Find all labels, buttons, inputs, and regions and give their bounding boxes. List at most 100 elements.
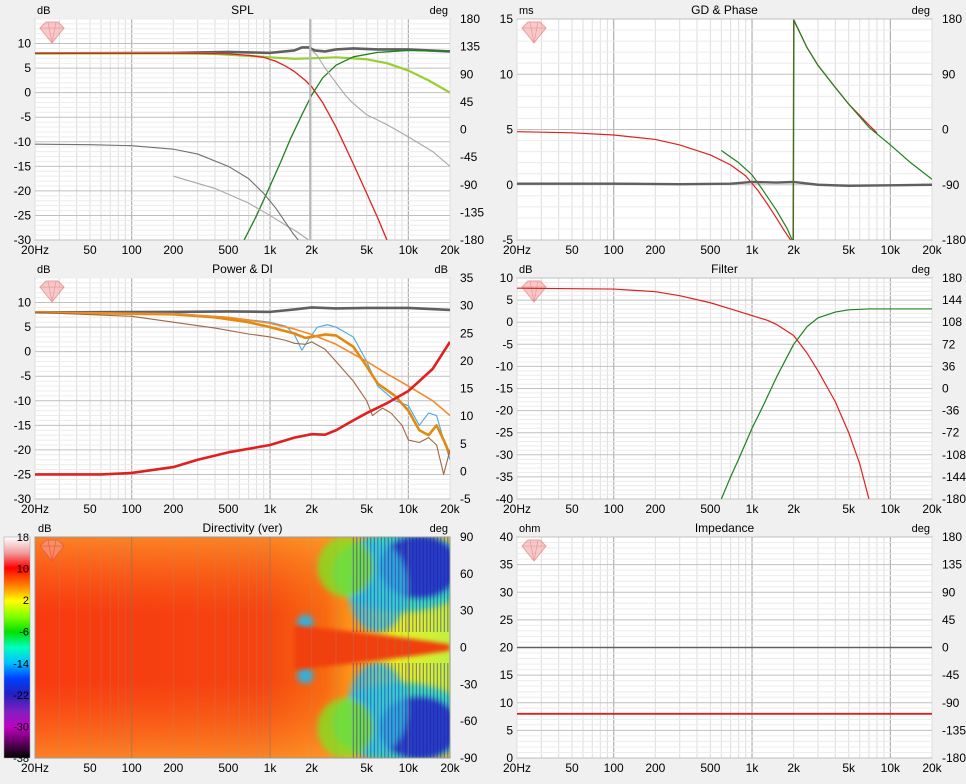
x-tick-label: 200 — [645, 502, 665, 516]
colorbar-tick: -14 — [13, 658, 29, 670]
y2-tick-label: -5 — [460, 492, 471, 506]
x-tick-label: 2k — [305, 243, 319, 257]
y-tick-label: 0 — [506, 751, 513, 765]
y2-tick-label: 72 — [942, 337, 956, 351]
y2-tick-label: -108 — [942, 448, 966, 462]
y-tick-label: -10 — [14, 394, 32, 408]
y2-axis-unit: deg — [912, 5, 930, 17]
y-tick-label: 0 — [24, 86, 31, 100]
x-tick-label: 100 — [122, 502, 142, 516]
y-tick-label: -25 — [496, 426, 514, 440]
y-tick-label: 15 — [500, 668, 514, 682]
y2-tick-label: -90 — [942, 696, 960, 710]
x-tick-label: 1k — [264, 243, 278, 257]
y-tick-label: 5 — [24, 320, 31, 334]
x-tick-label: 10k — [399, 761, 419, 775]
series-line-5 — [173, 175, 309, 240]
y-tick-label: -5 — [20, 369, 31, 383]
series-group — [517, 19, 932, 240]
y-tick-label: -30 — [14, 233, 32, 247]
x-tick-label: 50 — [565, 243, 579, 257]
y2-tick-label: 180 — [460, 12, 480, 26]
x-tick-label: 20Hz — [21, 243, 49, 257]
x-tick-label: 10k — [399, 243, 419, 257]
y-tick-label: -40 — [496, 492, 514, 506]
y-tick-label: 0 — [506, 315, 513, 329]
y-tick-label: 5 — [506, 723, 513, 737]
chart-title: Impedance — [695, 521, 755, 535]
y2-tick-label: -90 — [942, 178, 960, 192]
x-tick-label: 50 — [565, 761, 579, 775]
x-tick-label: 200 — [163, 243, 183, 257]
y-axis-unit: ms — [519, 5, 534, 17]
x-tick-label: 100 — [604, 502, 624, 516]
y2-tick-label: 36 — [942, 359, 956, 373]
y2-tick-label: -180 — [942, 492, 966, 506]
x-tick-label: 100 — [604, 761, 624, 775]
y-tick-label: 35 — [500, 558, 514, 572]
y-tick-label: -10 — [14, 135, 32, 149]
vituixcad-logo — [39, 21, 65, 44]
y2-tick-label: 5 — [460, 437, 467, 451]
y-tick-label: 10 — [500, 696, 514, 710]
y2-tick-label: 0 — [942, 382, 949, 396]
y-tick-label: -25 — [14, 467, 32, 481]
y-tick-label: -25 — [14, 208, 32, 222]
y-tick-label: -30 — [496, 448, 514, 462]
x-tick-label: 200 — [645, 761, 665, 775]
y2-tick-label: -180 — [942, 233, 966, 247]
y2-tick-label: 0 — [460, 464, 467, 478]
y2-axis-unit: deg — [912, 264, 930, 276]
y2-tick-label: 90 — [942, 67, 956, 81]
series-line-2 — [720, 308, 932, 499]
gridlines — [516, 18, 933, 241]
y2-tick-label: 35 — [460, 271, 474, 285]
y-tick-label: -15 — [14, 418, 32, 432]
y2-axis-unit: deg — [912, 523, 930, 535]
y-tick-label: 5 — [24, 61, 31, 75]
y-tick-label: 5 — [506, 293, 513, 307]
y-tick-label: 0 — [506, 178, 513, 192]
x-tick-label: 500 — [700, 243, 720, 257]
y2-tick-label: 90 — [942, 585, 956, 599]
y2-tick-label: 180 — [942, 12, 962, 26]
x-tick-label: 20Hz — [503, 243, 531, 257]
x-tick-label: 5k — [842, 243, 856, 257]
series-line-3 — [720, 150, 793, 240]
y-tick-label: 10 — [500, 271, 514, 285]
y2-tick-label: -36 — [942, 404, 960, 418]
y2-tick-label: 135 — [942, 558, 962, 572]
series-line-4 — [792, 19, 932, 240]
series-line-4 — [243, 49, 450, 240]
chart-title: SPL — [231, 3, 254, 17]
y-tick-label: -20 — [14, 184, 32, 198]
y2-tick-label: 0 — [460, 123, 467, 137]
x-tick-label: 20Hz — [503, 502, 531, 516]
x-tick-label: 500 — [700, 502, 720, 516]
y2-tick-label: 30 — [460, 604, 474, 618]
x-tick-label: 2k — [787, 502, 801, 516]
x-tick-label: 100 — [604, 243, 624, 257]
y2-tick-label: 0 — [942, 123, 949, 137]
y2-tick-label: -90 — [460, 178, 478, 192]
x-tick-label: 20Hz — [21, 761, 49, 775]
y-tick-label: -20 — [496, 404, 514, 418]
series-line-3 — [35, 311, 450, 456]
x-tick-label: 20k — [922, 243, 942, 257]
chart-title: Filter — [711, 262, 738, 276]
y-axis-unit: dB — [519, 264, 532, 276]
series-group — [517, 287, 932, 499]
colorbar-tick: 10 — [17, 564, 29, 576]
colorbar-tick: -30 — [13, 721, 29, 733]
colorbar-tick: 2 — [23, 595, 29, 607]
x-tick-label: 20k — [440, 502, 460, 516]
colorbar: dB 18 10 2 -6 -14 -22 -30 -38 — [3, 523, 51, 765]
y-tick-label: -20 — [14, 443, 32, 457]
vituixcad-logo — [521, 539, 547, 562]
y2-tick-label: 90 — [460, 530, 474, 544]
series-line-7 — [35, 143, 299, 240]
y2-tick-label: 135 — [460, 40, 480, 54]
x-tick-label: 2k — [305, 502, 319, 516]
y-tick-label: 0 — [24, 345, 31, 359]
y2-tick-label: 0 — [460, 641, 467, 655]
